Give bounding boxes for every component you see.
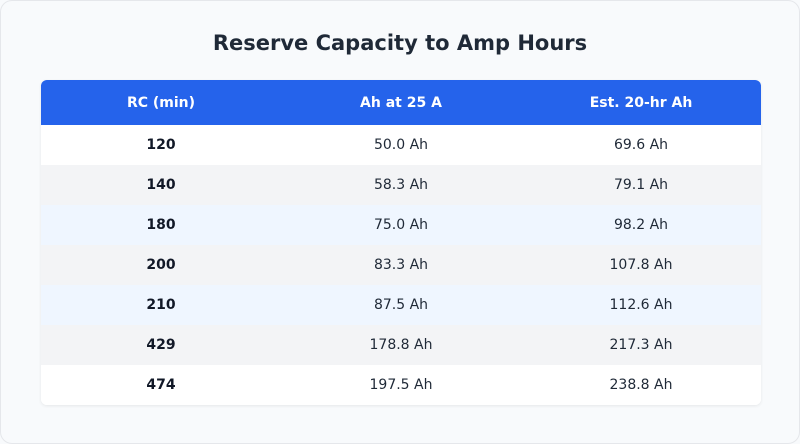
cell-rc: 210 [146,297,176,313]
cell-rc: 474 [146,377,176,393]
table-card: RC (min) Ah at 25 A Est. 20-hr Ah 120 50… [41,80,761,405]
table-row: 140 58.3 Ah 79.1 Ah [41,165,761,205]
cell-ah-25a: 50.0 Ah [373,137,429,153]
cell-ah-25a: 197.5 Ah [369,377,433,393]
conversion-table: RC (min) Ah at 25 A Est. 20-hr Ah 120 50… [41,80,761,405]
table-header: RC (min) Ah at 25 A Est. 20-hr Ah [41,80,761,125]
table-row: 120 50.0 Ah 69.6 Ah [41,125,761,165]
table-row: 474 197.5 Ah 238.8 Ah [41,365,761,405]
cell-ah-20hr: 69.6 Ah [613,137,669,153]
cell-ah-20hr: 79.1 Ah [613,177,669,193]
table-body: 120 50.0 Ah 69.6 Ah 140 58.3 Ah 79.1 Ah … [41,125,761,405]
cell-ah-25a: 58.3 Ah [373,177,429,193]
table-row: 180 75.0 Ah 98.2 Ah [41,205,761,245]
cell-rc: 140 [146,177,176,193]
table-row: 429 178.8 Ah 217.3 Ah [41,325,761,365]
header-est-20hr-ah: Est. 20-hr Ah [521,80,761,125]
cell-ah-20hr: 217.3 Ah [609,337,673,353]
table-row: 200 83.3 Ah 107.8 Ah [41,245,761,285]
cell-rc: 120 [146,137,176,153]
header-ah-at-25a: Ah at 25 A [281,80,521,125]
header-row: RC (min) Ah at 25 A Est. 20-hr Ah [41,80,761,125]
cell-ah-25a: 83.3 Ah [373,257,429,273]
cell-ah-25a: 178.8 Ah [369,337,433,353]
cell-ah-20hr: 98.2 Ah [613,217,669,233]
cell-ah-20hr: 112.6 Ah [609,297,673,313]
cell-ah-25a: 75.0 Ah [373,217,429,233]
table-row: 210 87.5 Ah 112.6 Ah [41,285,761,325]
page-title: Reserve Capacity to Amp Hours [212,31,588,55]
cell-ah-20hr: 107.8 Ah [609,257,673,273]
cell-rc: 200 [146,257,176,273]
cell-rc: 429 [146,337,176,353]
cell-ah-25a: 87.5 Ah [373,297,429,313]
header-rc-min: RC (min) [41,80,281,125]
cell-rc: 180 [146,217,176,233]
cell-ah-20hr: 238.8 Ah [609,377,673,393]
